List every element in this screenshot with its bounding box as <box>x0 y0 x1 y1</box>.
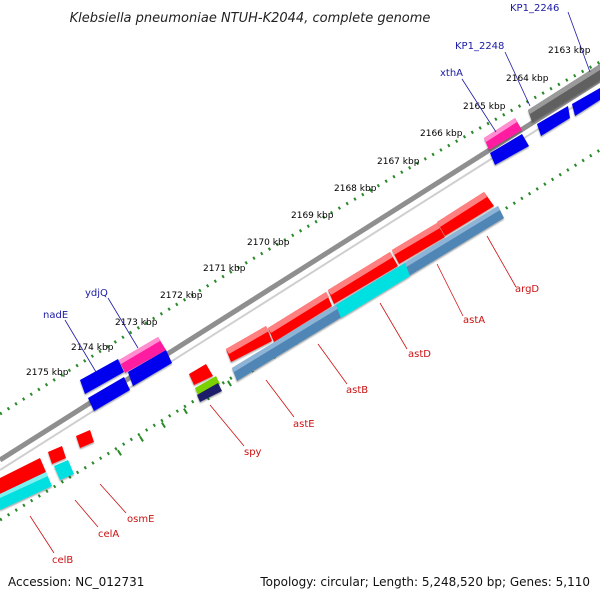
tick-labels: 2163 kbp 2164 kbp 2165 kbp 2166 kbp 2167… <box>26 46 591 378</box>
tick-label: 2164 kbp <box>506 74 549 84</box>
tick-label: 2167 kbp <box>377 157 420 167</box>
gene-label-nadE: nadE <box>43 310 68 321</box>
feature-celA <box>54 460 74 480</box>
feature-spy <box>189 364 222 402</box>
tick-label: 2172 kbp <box>160 291 203 301</box>
accession-text: Accession: NC_012731 <box>8 575 144 589</box>
tick-label: 2173 kbp <box>115 318 158 328</box>
feature-gray-top <box>528 64 600 122</box>
gene-label-celA: celA <box>98 529 119 540</box>
gene-label-celB: celB <box>52 555 73 566</box>
tick-label: 2169 kbp <box>291 211 334 221</box>
map-title: Klebsiella pneumoniae NTUH-K2044, comple… <box>70 11 431 26</box>
gene-label-astD: astD <box>408 349 431 360</box>
gene-label-KP1_2248: KP1_2248 <box>455 41 504 52</box>
feature-xthA <box>484 118 522 150</box>
upper-gene-labels: KP1_2246 KP1_2248 xthA ydjQ nadE <box>43 3 591 373</box>
lower-gene-labels: argD astA astD astB astE spy osmE celA c… <box>29 235 539 566</box>
tick-label: 2168 kbp <box>334 184 377 194</box>
gene-label-spy: spy <box>244 447 262 458</box>
gene-label-osmE: osmE <box>127 514 154 525</box>
feature-blue-a <box>490 88 600 165</box>
gene-label-ydjQ: ydjQ <box>85 288 108 299</box>
feature-osmE <box>48 430 94 464</box>
tick-label: 2170 kbp <box>247 238 290 248</box>
tick-label: 2165 kbp <box>463 102 506 112</box>
feature-argD <box>437 192 494 236</box>
feature-celB <box>0 458 52 510</box>
tick-label: 2174 kbp <box>71 343 114 353</box>
feature-astA <box>392 223 445 264</box>
gene-label-astA: astA <box>463 315 485 326</box>
feature-nadE <box>80 350 172 411</box>
feature-ydjQ <box>119 337 166 373</box>
tick-label: 2166 kbp <box>420 129 463 139</box>
gene-label-argD: argD <box>515 284 539 295</box>
gene-label-astE: astE <box>293 419 315 430</box>
feature-steel-band <box>232 206 504 381</box>
outer-tick-ring <box>0 60 600 416</box>
topology-text: Topology: circular; Length: 5,248,520 bp… <box>259 575 590 589</box>
feature-astB <box>268 292 332 342</box>
feature-astE <box>226 326 272 362</box>
gene-label-xthA: xthA <box>440 68 463 79</box>
tick-label: 2163 kbp <box>548 46 591 56</box>
tick-label: 2175 kbp <box>26 368 69 378</box>
tick-label: 2171 kbp <box>203 264 246 274</box>
feature-astD <box>328 252 398 304</box>
gene-label-astB: astB <box>346 385 368 396</box>
gene-label-KP1_2246: KP1_2246 <box>510 3 559 14</box>
